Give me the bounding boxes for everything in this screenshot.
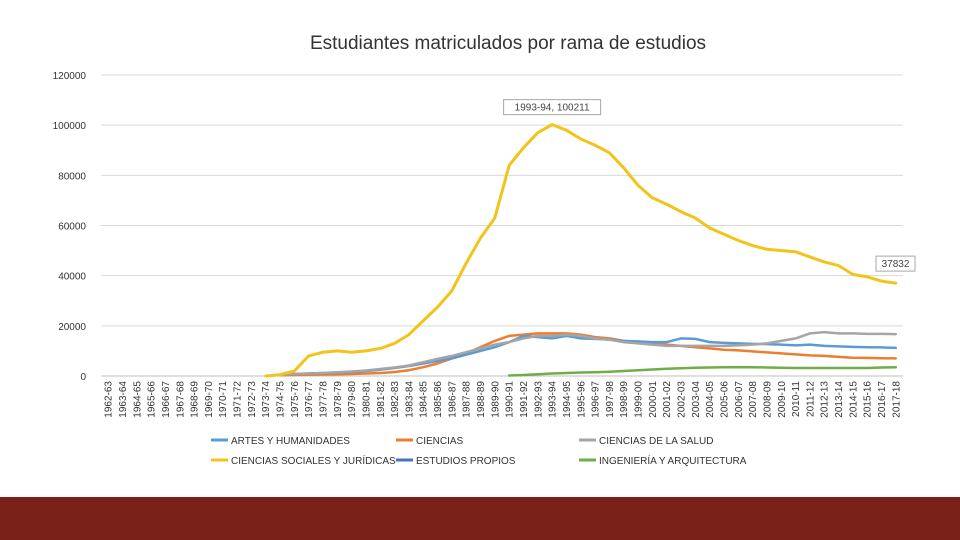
x-tick-label: 2013-14	[834, 381, 845, 418]
x-tick-label: 1985-86	[433, 381, 444, 418]
x-tick-label: 1967-68	[175, 381, 186, 418]
x-tick-label: 2000-01	[648, 381, 659, 418]
legend: ARTES Y HUMANIDADES CIENCIAS CIENCIAS DE L…	[211, 436, 747, 467]
x-axis: 1962-63 1963-64 1964-65 1965-66 1966-67 1967-…	[104, 381, 903, 418]
grid	[101, 74, 903, 377]
x-tick-label: 1965-66	[147, 381, 158, 418]
y-tick-label: 80000	[58, 171, 86, 182]
x-tick-label: 1986-87	[447, 381, 458, 418]
annotation-box	[875, 255, 916, 272]
legend-label: CIENCIAS SOCIALES Y JURÍDICAS	[231, 454, 396, 467]
x-tick-label: 1988-89	[476, 381, 487, 418]
x-tick-label: 2004-05	[705, 381, 716, 418]
x-tick-label: 2001-02	[662, 381, 673, 418]
x-tick-label: 1993-94	[548, 381, 559, 418]
x-tick-label: 1990-91	[505, 381, 516, 418]
x-tick-label: 1984-85	[419, 381, 430, 418]
x-tick-label: 2010-11	[791, 381, 802, 417]
x-tick-label: 1974-75	[276, 381, 287, 418]
x-tick-label: 2016-17	[877, 381, 888, 418]
x-tick-label: 1991-92	[519, 381, 530, 418]
x-tick-label: 1973-74	[261, 381, 272, 418]
chart-title: Estudiantes matriculados por rama de est…	[310, 33, 706, 54]
x-tick-label: 1987-88	[462, 381, 473, 418]
x-tick-label: 2011-12	[805, 381, 816, 417]
x-tick-label: 1969-70	[204, 381, 215, 418]
x-tick-label: 1982-83	[390, 381, 401, 418]
x-tick-label: 1996-97	[591, 381, 602, 418]
x-tick-label: 1970-71	[218, 381, 229, 418]
x-tick-label: 1962-63	[104, 381, 115, 418]
x-tick-label: 2017-18	[891, 381, 902, 418]
x-tick-label: 1989-90	[490, 381, 501, 418]
x-tick-label: 2008-09	[762, 381, 773, 418]
x-tick-label: 1971-72	[233, 381, 244, 418]
y-tick-label: 60000	[58, 222, 86, 233]
x-tick-label: 2015-16	[863, 381, 874, 418]
x-tick-label: 1968-69	[190, 381, 201, 418]
x-tick-label: 1966-67	[161, 381, 172, 418]
x-tick-label: 1976-77	[304, 381, 315, 418]
y-tick-label: 100000	[53, 121, 87, 132]
x-tick-label: 2005-06	[719, 381, 730, 418]
x-tick-label: 2012-13	[820, 381, 831, 418]
legend-label: CIENCIAS DE LA SALUD	[599, 436, 713, 447]
annotation-label: 37832	[882, 259, 910, 270]
x-tick-label: 1998-99	[619, 381, 630, 418]
x-tick-label: 1995-96	[576, 381, 587, 418]
y-tick-label: 20000	[58, 322, 86, 333]
legend-label: INGENIERÍA Y ARQUITECTURA	[599, 454, 747, 467]
x-tick-label: 1979-80	[347, 381, 358, 418]
x-tick-label: 2014-15	[848, 381, 859, 418]
x-tick-label: 1981-82	[376, 381, 387, 418]
footer-band	[0, 497, 960, 540]
x-tick-label: 2007-08	[748, 381, 759, 418]
y-tick-label: 120000	[53, 71, 87, 82]
series-line	[278, 330, 898, 376]
x-tick-label: 1994-95	[562, 381, 573, 418]
y-tick-label: 0	[80, 372, 86, 383]
x-tick-label: 1963-64	[118, 381, 129, 418]
x-tick-label: 1975-76	[290, 381, 301, 418]
x-tick-label: 1972-73	[247, 381, 258, 418]
x-tick-label: 1980-81	[361, 381, 372, 418]
y-tick-label: 40000	[58, 272, 86, 283]
x-tick-label: 1999-00	[634, 381, 645, 418]
line-chart: Estudiantes matriculados por rama de est…	[53, 33, 916, 467]
legend-label: ARTES Y HUMANIDADES	[231, 436, 350, 447]
x-tick-label: 2006-07	[734, 381, 745, 418]
series-line	[507, 365, 898, 377]
x-tick-label: 1978-79	[333, 381, 344, 418]
x-tick-label: 2003-04	[691, 381, 702, 418]
series-line	[264, 123, 898, 378]
x-tick-label: 1992-93	[533, 381, 544, 418]
annotations: 1993-94, 100211 37832	[503, 99, 916, 272]
x-tick-label: 1997-98	[605, 381, 616, 418]
x-tick-label: 2009-10	[777, 381, 788, 418]
series-lines	[264, 123, 898, 378]
x-tick-label: 2002-03	[677, 381, 688, 418]
legend-label: CIENCIAS	[416, 436, 464, 447]
series-line	[278, 332, 898, 377]
annotation-box	[503, 99, 602, 116]
x-tick-label: 1964-65	[132, 381, 143, 418]
annotation-label: 1993-94, 100211	[515, 103, 590, 114]
x-tick-label: 1977-78	[318, 381, 329, 418]
y-axis: 0 20000 40000 60000 80000 100000 120000	[53, 71, 87, 383]
x-tick-label: 1983-84	[404, 381, 415, 418]
legend-label: ESTUDIOS PROPIOS	[416, 456, 516, 467]
